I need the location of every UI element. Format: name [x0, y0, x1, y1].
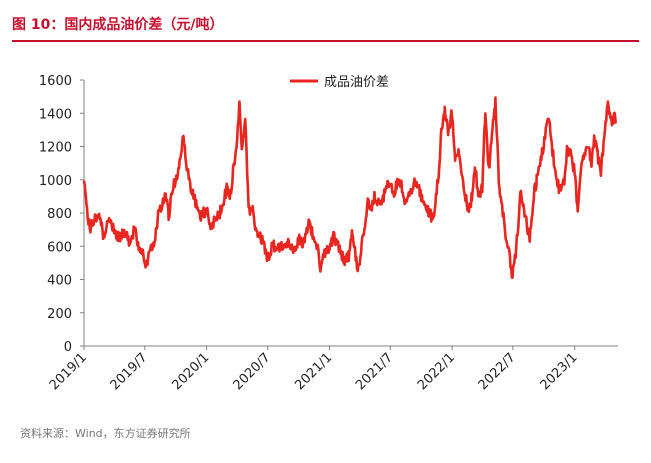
legend-label: 成品油价差	[324, 75, 389, 90]
x-tick-label: 2020/7	[231, 350, 274, 393]
plot-area	[82, 96, 618, 279]
y-tick-label: 0	[64, 340, 72, 355]
y-tick-label: 1400	[39, 107, 72, 122]
y-axis: 0 200 400 600 800 1000 1200 1400 1600	[39, 74, 85, 355]
x-tick-label: 2021/7	[353, 350, 396, 393]
x-tick-label: 2019/7	[108, 350, 151, 393]
x-tick-label: 2019/1	[47, 350, 90, 393]
y-tick-label: 800	[47, 207, 72, 222]
y-tick-label: 400	[47, 274, 72, 289]
y-tick-label: 1200	[39, 141, 72, 156]
x-axis: 2019/1 2019/7 2020/1 2020/7 2021/1 2021/7 2022…	[47, 345, 618, 393]
x-tick-label: 2021/1	[292, 350, 335, 393]
x-tick-label: 2023/1	[538, 350, 581, 393]
source-note: 资料来源：Wind，东方证券研究所	[20, 427, 191, 440]
y-tick-label: 1000	[39, 174, 72, 189]
legend: 成品油价差	[290, 75, 389, 90]
y-tick-label: 1600	[39, 74, 72, 89]
x-tick-label: 2020/1	[169, 350, 212, 393]
x-tick-label: 2022/7	[476, 350, 519, 393]
y-tick-label: 600	[47, 240, 72, 255]
title-rule	[12, 40, 639, 42]
y-tick-label: 200	[47, 307, 72, 322]
series-line-0	[82, 96, 618, 279]
figure-title: 图 10：国内成品油价差（元/吨）	[12, 17, 224, 33]
x-tick-label: 2022/1	[415, 350, 458, 393]
